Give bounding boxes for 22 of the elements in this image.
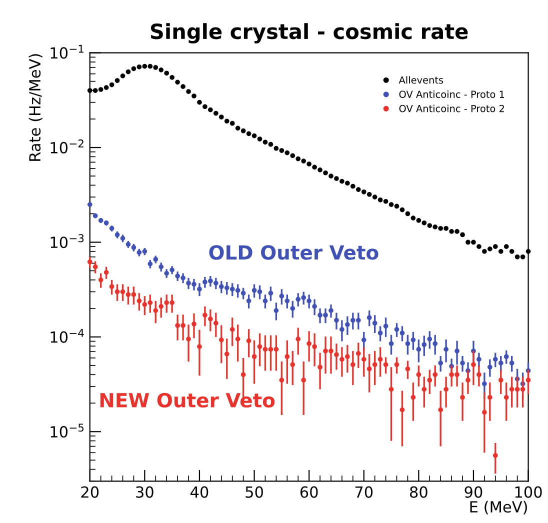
y-axis-title: Rate (Hz/MeV) [28, 54, 42, 161]
y-tick-label: 10$^{−4}$ [50, 328, 84, 343]
x-tick-label: 70 [355, 486, 373, 498]
x-tick-label: 50 [246, 486, 263, 498]
x-tick-label: 40 [190, 486, 208, 498]
y-tick-label: 10$^{−5}$ [50, 424, 84, 438]
chart-title: Single crystal - cosmic rate [150, 23, 468, 44]
legend-label: OV Anticoinc - Proto 1 [399, 90, 504, 98]
x-tick-label: 60 [300, 486, 318, 498]
y-tick-label: 10$^{−2}$ [50, 139, 84, 154]
legend-label: OV Anticoinc - Proto 2 [399, 104, 504, 112]
x-tick-label: 90 [464, 486, 482, 498]
annotation: NEW Outer Veto [100, 392, 275, 408]
x-tick-label: 20 [81, 486, 99, 498]
x-tick-label: 30 [136, 486, 154, 498]
x-axis-title: E (MeV) [470, 500, 527, 514]
y-tick-label: 10$^{−3}$ [50, 234, 84, 248]
annotation: OLD Outer Veto [209, 245, 378, 260]
x-tick-label: 100 [515, 486, 542, 498]
y-tick-label: 10$^{−1}$ [50, 44, 84, 59]
x-tick-label: 80 [410, 486, 428, 498]
legend-label: Allevents [398, 76, 444, 84]
